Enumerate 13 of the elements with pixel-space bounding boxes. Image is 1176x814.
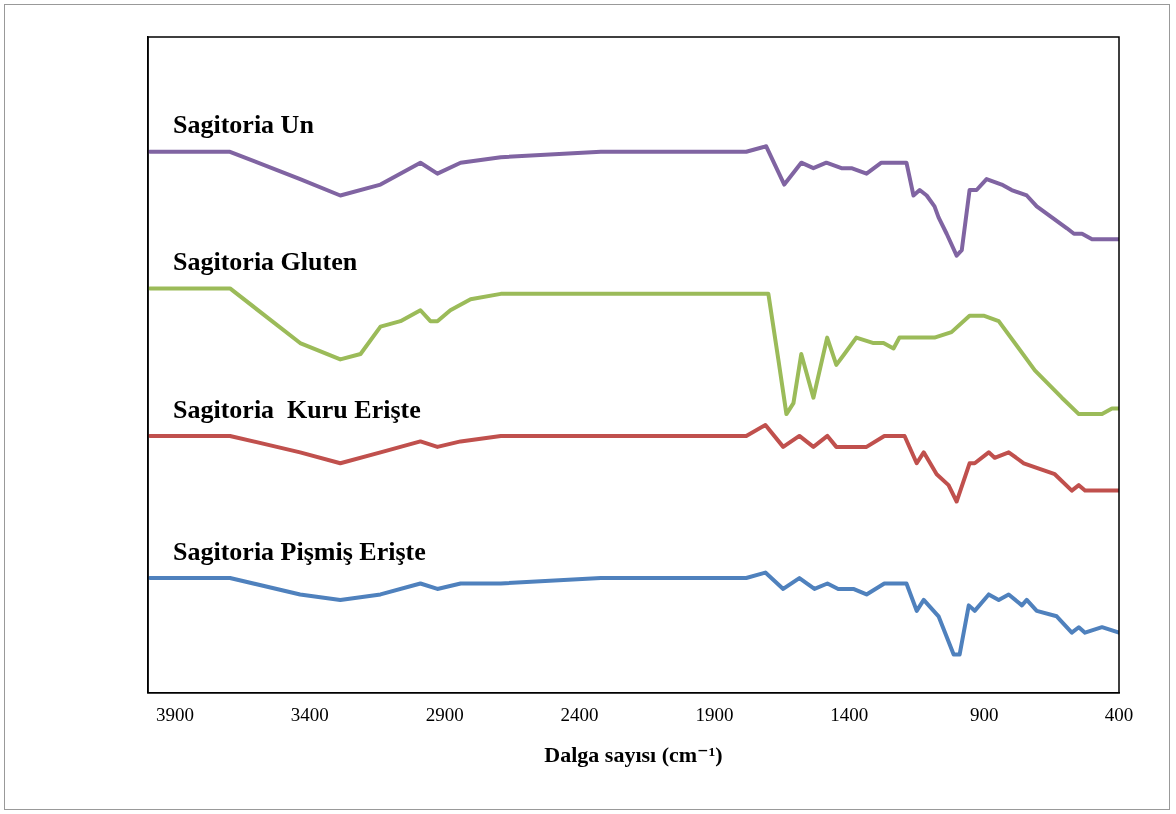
series-label: Sagitoria Kuru Erişte [173, 394, 421, 424]
series-label: Sagitoria Un [173, 110, 315, 140]
x-tick-label: 900 [969, 704, 999, 726]
x-tick-label: 2900 [425, 704, 464, 726]
x-tick-label: 2400 [560, 704, 599, 726]
x-tick-label: 400 [1104, 704, 1134, 726]
x-tick-label: 3900 [155, 704, 194, 726]
x-axis-title: Dalga sayısı (cm⁻¹) [544, 742, 723, 768]
x-tick-label: 1400 [830, 704, 869, 726]
x-tick-label: 1900 [695, 704, 734, 726]
x-tick-label: 3400 [290, 704, 329, 726]
series-label: Sagitoria Pişmiş Erişte [173, 536, 426, 566]
series-label: Sagitoria Gluten [173, 247, 358, 277]
